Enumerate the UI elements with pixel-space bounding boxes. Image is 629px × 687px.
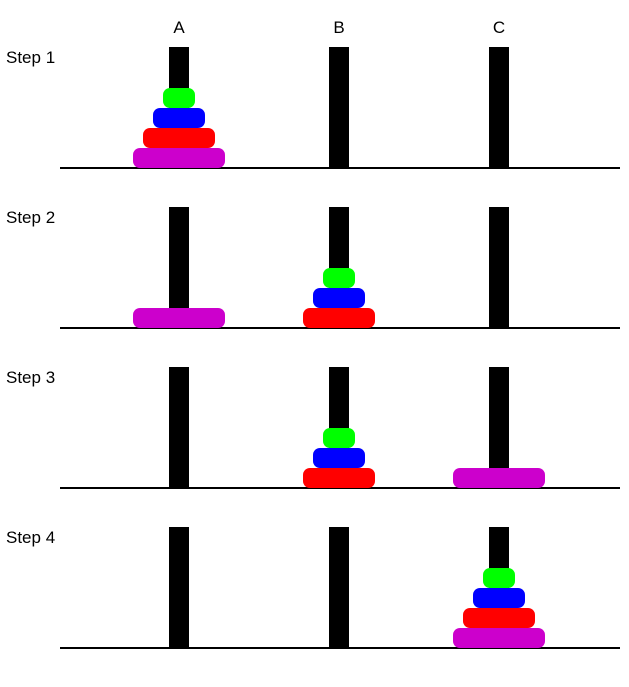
- peg-labels: A B C: [173, 18, 505, 37]
- step-label: Step 1: [6, 48, 55, 67]
- peg-c: [489, 47, 509, 168]
- peg-label-b: B: [333, 18, 344, 37]
- disk-small: [323, 428, 355, 448]
- peg-c: [489, 207, 509, 328]
- disk-xlarge: [133, 148, 225, 168]
- disk-small: [163, 88, 195, 108]
- disk-medium: [313, 288, 365, 308]
- step-1: Step 1: [6, 47, 620, 169]
- peg-a: [169, 367, 189, 488]
- step-3: Step 3: [6, 367, 620, 489]
- disk-small: [323, 268, 355, 288]
- peg-b: [329, 47, 349, 168]
- disk-medium: [313, 448, 365, 468]
- disk-xlarge: [453, 468, 545, 488]
- steps: Step 1 Step 2 Step 3 Step 4: [6, 47, 620, 649]
- step-label: Step 3: [6, 368, 55, 387]
- disk-xlarge: [453, 628, 545, 648]
- peg-label-c: C: [493, 18, 505, 37]
- disk-medium: [153, 108, 205, 128]
- peg-a: [169, 207, 189, 328]
- disk-large: [143, 128, 215, 148]
- peg-b: [329, 527, 349, 648]
- step-label: Step 4: [6, 528, 55, 547]
- step-4: Step 4: [6, 527, 620, 649]
- step-2: Step 2: [6, 207, 620, 329]
- disk-large: [303, 468, 375, 488]
- disk-large: [303, 308, 375, 328]
- peg-label-a: A: [173, 18, 185, 37]
- peg-c: [489, 367, 509, 488]
- step-label: Step 2: [6, 208, 55, 227]
- disk-xlarge: [133, 308, 225, 328]
- peg-a: [169, 527, 189, 648]
- disk-medium: [473, 588, 525, 608]
- disk-large: [463, 608, 535, 628]
- disk-small: [483, 568, 515, 588]
